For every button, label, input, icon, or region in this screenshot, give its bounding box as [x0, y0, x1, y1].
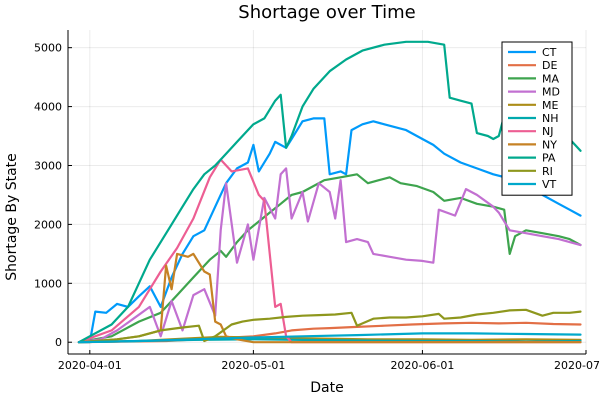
legend-label-me: ME [542, 99, 558, 112]
series-line-vt [77, 332, 582, 344]
series-lines [77, 40, 582, 344]
x-tick-label: 2020-05-01 [221, 359, 285, 372]
legend-label-de: DE [542, 59, 557, 72]
legend-label-pa: PA [542, 152, 556, 165]
y-tick-label: 4000 [34, 101, 62, 114]
grid [68, 30, 587, 354]
y-axis-label: Shortage By State [4, 153, 20, 281]
series-line-ri [77, 308, 582, 344]
legend-label-vt: VT [542, 178, 557, 191]
y-tick-label: 0 [55, 336, 62, 349]
series-line-ct [77, 117, 582, 344]
axes: 2020-04-01 2020-05-01 2020-06-01 2020-07-01… [34, 30, 600, 372]
x-axis-label: Date [310, 380, 343, 396]
x-tick-label: 2020-04-01 [58, 359, 122, 372]
legend-label-nh: NH [542, 112, 559, 125]
series-line-ma [77, 173, 582, 344]
y-tick-label: 1000 [34, 277, 62, 290]
legend-label-ma: MA [542, 72, 559, 85]
y-tick-label: 3000 [34, 159, 62, 172]
legend-label-nj: NJ [542, 125, 553, 138]
legend-label-md: MD [542, 86, 560, 99]
series-line-de [77, 321, 582, 344]
series-line-pa [77, 40, 582, 344]
y-tick-label: 2000 [34, 218, 62, 231]
y-tick-label: 5000 [34, 42, 62, 55]
legend-label-ny: NY [542, 138, 557, 151]
x-tick-label: 2020-07-01 [554, 359, 600, 372]
legend-label-ct: CT [542, 46, 557, 59]
series-line-nj [77, 158, 582, 344]
x-tick-label: 2020-06-01 [390, 359, 454, 372]
legend-label-ri: RI [542, 165, 553, 178]
series-line-md [77, 167, 582, 344]
chart-title: Shortage over Time [238, 2, 415, 23]
